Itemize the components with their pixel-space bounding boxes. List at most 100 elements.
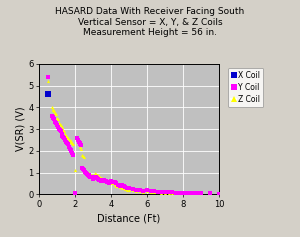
Point <box>137 188 142 192</box>
Point <box>82 155 86 159</box>
Point <box>91 174 95 178</box>
Point <box>86 173 91 177</box>
Point <box>159 191 164 195</box>
Point <box>112 183 117 187</box>
Point <box>101 178 106 182</box>
Point <box>65 136 70 140</box>
Point <box>159 190 164 194</box>
Point <box>109 182 113 185</box>
Point <box>163 190 167 194</box>
Point <box>181 191 185 195</box>
Point <box>56 121 61 125</box>
Point <box>125 188 130 191</box>
Point <box>95 177 100 181</box>
Point <box>181 191 185 195</box>
Point <box>109 179 113 183</box>
Point <box>57 122 62 126</box>
Point <box>69 149 74 153</box>
Point <box>103 179 108 183</box>
Point <box>49 105 54 109</box>
Point <box>94 176 99 180</box>
Point <box>46 92 50 96</box>
Point <box>59 125 64 129</box>
Point <box>121 184 126 187</box>
Point <box>98 178 103 182</box>
Point <box>90 173 94 177</box>
Point <box>59 132 64 135</box>
Point <box>155 190 160 194</box>
Point <box>170 190 175 194</box>
Point <box>79 144 84 147</box>
Point <box>116 184 121 187</box>
Point <box>123 185 128 189</box>
Point <box>107 182 112 185</box>
Point <box>100 179 104 183</box>
Point <box>82 169 86 172</box>
Point <box>98 175 103 179</box>
Point <box>52 109 57 113</box>
Point <box>56 127 61 131</box>
Point <box>82 170 87 173</box>
Point <box>65 142 70 146</box>
Point <box>91 177 95 181</box>
Point <box>70 141 75 145</box>
Point <box>84 172 89 176</box>
Point <box>64 135 69 139</box>
Point <box>163 191 167 195</box>
Point <box>96 174 101 178</box>
Point <box>83 171 88 174</box>
Point <box>103 178 108 182</box>
Point <box>63 132 68 135</box>
Point <box>118 185 122 189</box>
Point <box>84 170 89 174</box>
Point <box>145 188 149 192</box>
Point <box>56 125 60 129</box>
Point <box>100 176 104 180</box>
Point <box>88 173 93 176</box>
Point <box>80 166 85 170</box>
Point <box>195 191 200 195</box>
Point <box>64 140 68 144</box>
Point <box>119 186 124 190</box>
Point <box>125 186 130 190</box>
Point <box>75 138 80 142</box>
Point <box>67 147 72 151</box>
Point <box>64 134 68 137</box>
Point <box>50 107 55 110</box>
Point <box>105 179 110 183</box>
Point <box>76 140 81 144</box>
Point <box>116 183 121 187</box>
Point <box>58 123 63 127</box>
Point <box>74 136 79 140</box>
Point <box>68 148 73 152</box>
Point <box>82 169 87 172</box>
Point <box>97 175 102 178</box>
Point <box>71 153 76 157</box>
Point <box>191 191 196 195</box>
Point <box>69 140 74 144</box>
Point <box>112 181 117 184</box>
Point <box>127 188 131 192</box>
Point <box>93 175 98 179</box>
Point <box>114 184 119 187</box>
Point <box>166 191 171 195</box>
Point <box>75 138 80 142</box>
Point <box>58 129 63 133</box>
Point <box>118 184 122 187</box>
Point <box>177 191 182 195</box>
Point <box>89 173 94 177</box>
Point <box>46 79 50 83</box>
Point <box>130 189 135 192</box>
Point <box>97 178 102 182</box>
Point <box>85 171 90 174</box>
Point <box>114 182 119 185</box>
Point <box>77 142 82 146</box>
Point <box>60 126 65 130</box>
Point <box>137 189 142 193</box>
Point <box>63 138 68 142</box>
Point <box>152 189 157 193</box>
Point <box>110 181 115 184</box>
Point <box>99 179 103 182</box>
Point <box>134 189 139 193</box>
Point <box>93 172 98 176</box>
